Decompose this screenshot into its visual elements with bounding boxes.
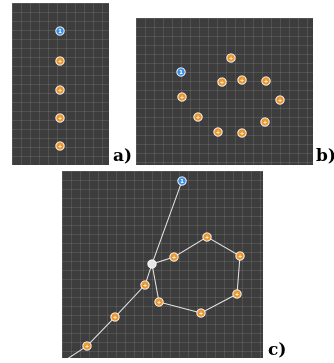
panel-b-waypoint-8[interactable]: + xyxy=(237,128,247,138)
panel-b-waypoint-7[interactable]: + xyxy=(213,127,223,137)
panel-b-waypoint-2[interactable]: + xyxy=(237,75,247,85)
svg-text:+: + xyxy=(240,78,245,84)
svg-text:+: + xyxy=(85,344,90,350)
svg-text:+: + xyxy=(172,255,177,261)
panel-a-waypoint-2[interactable]: + xyxy=(55,85,65,95)
panel-b-map: 1 + + + + + + + + + + xyxy=(136,18,313,165)
svg-text:1: 1 xyxy=(180,179,184,185)
panel-b-waypoint-3[interactable]: + xyxy=(261,76,271,86)
panel-b-waypoints: 1 + + + + + + + + + + xyxy=(176,53,285,138)
panel-c-waypoint-6[interactable]: + xyxy=(154,297,164,307)
panel-c-waypoint-7[interactable]: + xyxy=(140,280,150,290)
panel-b-label: b) xyxy=(316,146,334,166)
svg-text:+: + xyxy=(229,56,234,62)
svg-text:+: + xyxy=(220,80,225,86)
panel-a-waypoint-3[interactable]: + xyxy=(55,113,65,123)
svg-text:+: + xyxy=(143,283,148,289)
panel-c-approach-path xyxy=(67,180,183,358)
panel-c-waypoint-3[interactable]: + xyxy=(235,251,245,261)
svg-text:+: + xyxy=(157,300,162,306)
svg-text:+: + xyxy=(278,98,283,104)
svg-text:+: + xyxy=(58,144,63,150)
panel-c-waypoint-8[interactable]: + xyxy=(110,312,120,322)
svg-text:+: + xyxy=(58,59,63,65)
svg-text:+: + xyxy=(235,292,240,298)
panel-c-waypoint-5[interactable]: + xyxy=(196,308,206,318)
svg-text:+: + xyxy=(238,254,243,260)
panel-a-waypoint-1[interactable]: + xyxy=(55,56,65,66)
panel-b-waypoint-9[interactable]: + xyxy=(260,117,270,127)
panel-b-waypoint-1[interactable]: + xyxy=(226,53,236,63)
svg-text:+: + xyxy=(58,88,63,94)
svg-text:+: + xyxy=(180,95,185,101)
panel-a-start-marker[interactable]: 1 xyxy=(55,26,65,36)
panel-c-waypoint-4[interactable]: + xyxy=(232,289,242,299)
svg-text:+: + xyxy=(264,79,269,85)
panel-c-home-marker[interactable] xyxy=(147,259,157,269)
panel-a-waypoints: 1 + + + + xyxy=(55,26,65,151)
svg-text:+: + xyxy=(216,130,221,136)
panel-b-waypoint-5[interactable]: + xyxy=(275,95,285,105)
panel-b-waypoint-10[interactable]: + xyxy=(217,77,227,87)
panel-c-map: 1 + + + + + + + + + xyxy=(62,171,263,358)
svg-text:1: 1 xyxy=(58,29,62,35)
panel-c-waypoint-9[interactable]: + xyxy=(82,341,92,351)
panel-c-waypoint-2[interactable]: + xyxy=(202,232,212,242)
svg-text:+: + xyxy=(240,131,245,137)
svg-text:1: 1 xyxy=(179,70,183,76)
panel-c-start-marker[interactable]: 1 xyxy=(177,176,187,186)
svg-text:+: + xyxy=(58,116,63,122)
panel-a-label: a) xyxy=(113,146,133,166)
svg-text:+: + xyxy=(205,235,210,241)
panel-c-hexagon-path xyxy=(151,236,241,314)
panel-b-start-marker[interactable]: 1 xyxy=(176,67,186,77)
panel-c-waypoint-1[interactable]: + xyxy=(169,252,179,262)
panel-a-waypoint-4[interactable]: + xyxy=(55,141,65,151)
panel-a-map: 1 + + + + xyxy=(12,3,109,165)
panel-c-label: c) xyxy=(268,340,287,360)
panel-c-mission-path: 1 + + + + + + + + + xyxy=(67,176,245,358)
svg-text:+: + xyxy=(199,311,204,317)
panel-b-waypoint-6[interactable]: + xyxy=(193,112,203,122)
svg-text:+: + xyxy=(196,115,201,121)
svg-text:+: + xyxy=(263,120,268,126)
svg-text:+: + xyxy=(113,315,118,321)
panel-b-waypoint-4[interactable]: + xyxy=(177,92,187,102)
